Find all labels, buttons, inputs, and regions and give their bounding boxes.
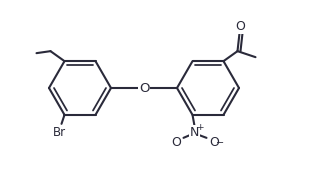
- Text: O: O: [172, 136, 182, 149]
- Text: O: O: [210, 136, 219, 149]
- Text: O: O: [236, 20, 245, 33]
- Text: O: O: [139, 82, 149, 94]
- Text: −: −: [217, 138, 225, 148]
- Text: N: N: [190, 126, 199, 139]
- Text: +: +: [196, 123, 203, 132]
- Text: Br: Br: [53, 126, 66, 139]
